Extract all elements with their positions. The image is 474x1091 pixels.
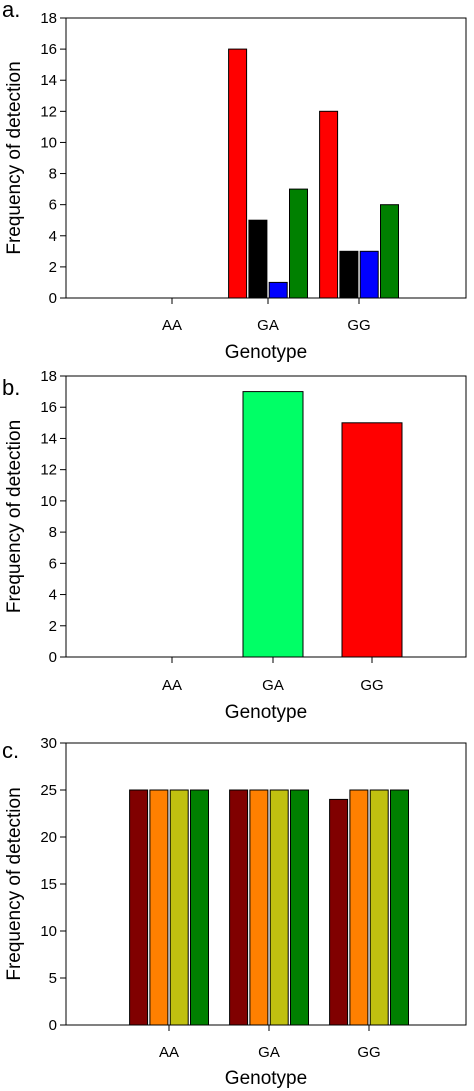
y-tick-label: 4 [49, 587, 57, 604]
bar [242, 391, 304, 658]
y-tick-label: 10 [40, 923, 57, 940]
bar [369, 789, 389, 1026]
x-axis-title: Genotype [225, 702, 307, 723]
bar [341, 422, 403, 658]
bar [229, 789, 249, 1026]
x-axis-title: Genotype [225, 342, 307, 363]
y-tick-label: 14 [40, 72, 57, 89]
bar [359, 250, 379, 299]
x-tick-label: AA [162, 677, 182, 694]
y-axis-title: Frequency of detection [4, 61, 25, 254]
y-axis-title: Frequency of detection [4, 787, 25, 980]
bar [249, 789, 269, 1026]
bar [339, 250, 359, 299]
y-tick-label: 2 [49, 259, 57, 276]
y-tick-label: 6 [49, 555, 57, 572]
y-tick-label: 0 [49, 649, 57, 666]
bar [390, 789, 409, 1026]
panel-label: c. [2, 738, 19, 763]
bar [329, 798, 349, 1026]
y-tick-label: 6 [49, 197, 57, 214]
chart-panel-1: a. 0 2 4 6 8 10 12 14 16 18 AA GA GG Genotype Frequency… [2, 0, 467, 363]
y-tick-label: 8 [49, 166, 57, 183]
y-tick-label: 4 [49, 228, 57, 245]
x-tick-label: GG [360, 677, 383, 694]
x-tick-label: AA [162, 317, 182, 334]
x-tick-label: GG [347, 317, 370, 334]
bar [319, 110, 339, 299]
y-tick-label: 12 [40, 103, 57, 120]
x-tick-label: GA [262, 677, 284, 694]
y-tick-label: 30 [40, 735, 57, 752]
bar [289, 188, 308, 299]
y-tick-label: 16 [40, 399, 57, 416]
y-tick-label: 2 [49, 618, 57, 635]
bar [269, 789, 289, 1026]
bar [248, 219, 268, 299]
x-tick-label: GA [258, 1044, 280, 1061]
y-tick-label: 8 [49, 524, 57, 541]
y-axis-title: Frequency of detection [4, 420, 25, 613]
y-tick-label: 0 [49, 290, 57, 307]
y-tick-label: 20 [40, 829, 57, 846]
y-tick-label: 10 [40, 134, 57, 151]
x-tick-label: GA [257, 317, 279, 334]
panel-label: a. [2, 0, 20, 22]
y-tick-label: 25 [40, 782, 57, 799]
y-tick-label: 0 [49, 1017, 57, 1034]
bar [268, 281, 288, 299]
bar [169, 789, 189, 1026]
y-tick-label: 16 [40, 41, 57, 58]
y-tick-label: 12 [40, 462, 57, 479]
y-tick-label: 18 [40, 10, 57, 27]
bar [149, 789, 169, 1026]
y-tick-label: 5 [49, 970, 57, 987]
bar [190, 789, 209, 1026]
plot-frame [65, 375, 467, 658]
chart-panel-2: b. 0 2 4 6 8 10 12 14 16 18 AA GA GG Genotype Frequency… [2, 368, 467, 723]
y-tick-label: 14 [40, 430, 57, 447]
plot-frame [65, 17, 467, 299]
bar [380, 204, 399, 299]
chart-panel-3: c. 0 5 10 15 20 25 30 AA GA GG Genotype Frequency of… [2, 735, 467, 1089]
y-tick-label: 15 [40, 876, 57, 893]
y-tick-label: 18 [40, 368, 57, 385]
bar [228, 48, 248, 299]
bar [129, 789, 149, 1026]
bar [349, 789, 369, 1026]
bar [290, 789, 309, 1026]
panel-label: b. [2, 375, 20, 400]
y-tick-label: 10 [40, 493, 57, 510]
x-tick-label: GG [357, 1044, 380, 1061]
x-axis-title: Genotype [225, 1068, 307, 1089]
x-tick-label: AA [159, 1044, 179, 1061]
